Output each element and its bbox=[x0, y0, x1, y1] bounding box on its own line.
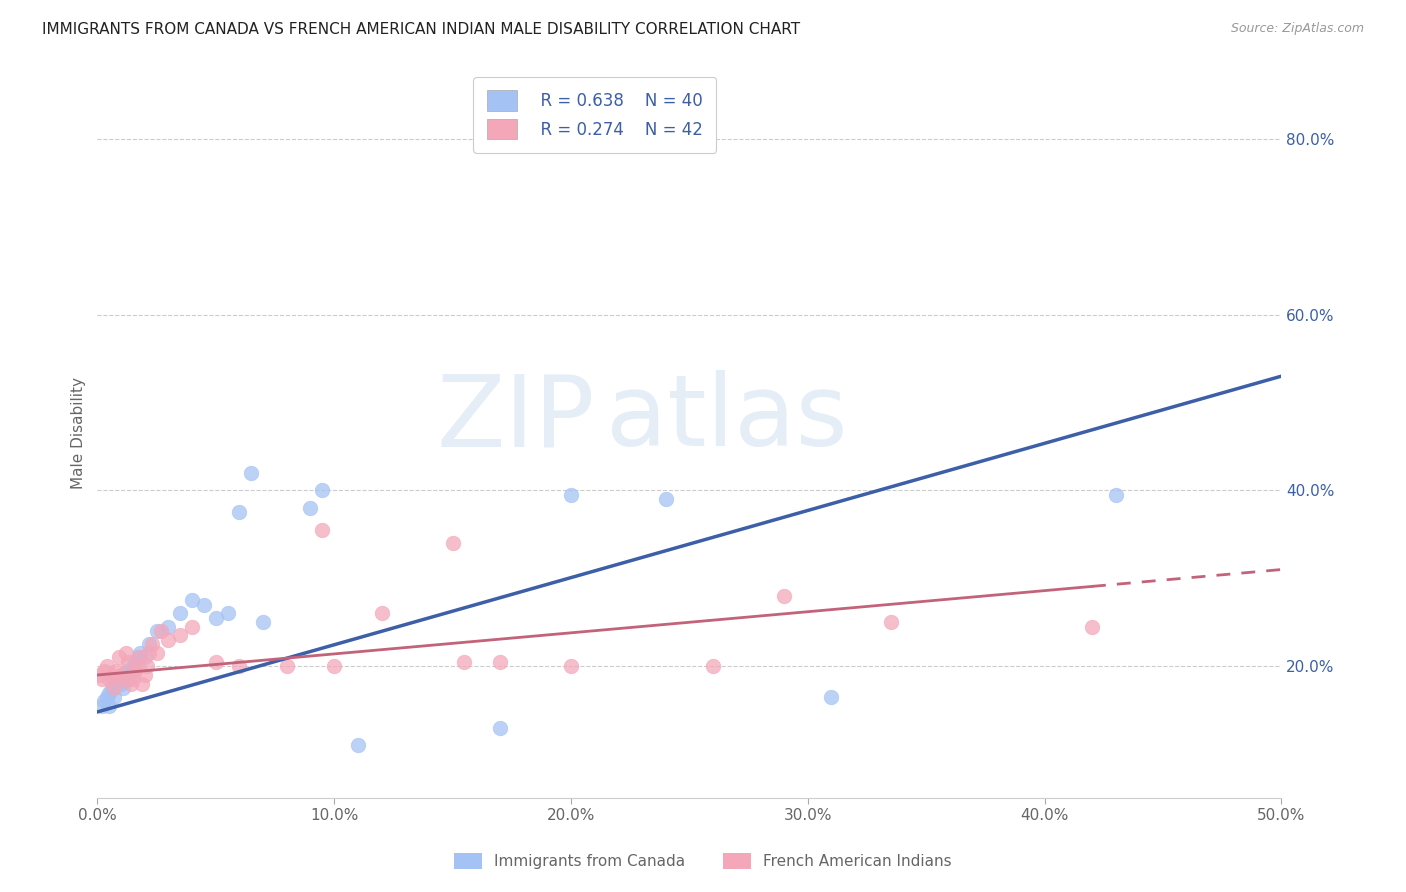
Point bbox=[129, 646, 152, 660]
Text: ZIP: ZIP bbox=[436, 370, 595, 467]
Point bbox=[820, 690, 842, 704]
Point bbox=[323, 659, 346, 673]
Point bbox=[311, 483, 333, 498]
Point bbox=[150, 624, 173, 638]
Point bbox=[103, 673, 125, 687]
Point bbox=[157, 632, 180, 647]
Point bbox=[489, 721, 512, 735]
Legend:   R = 0.638    N = 40,   R = 0.274    N = 42: R = 0.638 N = 40, R = 0.274 N = 42 bbox=[474, 77, 716, 153]
Point bbox=[169, 607, 191, 621]
Point bbox=[138, 646, 160, 660]
Point bbox=[181, 620, 204, 634]
Point bbox=[120, 664, 142, 678]
Point bbox=[107, 650, 129, 665]
Point bbox=[120, 677, 142, 691]
Point bbox=[193, 598, 215, 612]
Point bbox=[98, 698, 121, 713]
Point bbox=[105, 677, 128, 691]
Point bbox=[122, 664, 145, 678]
Point bbox=[107, 673, 129, 687]
Point bbox=[1104, 488, 1126, 502]
Text: atlas: atlas bbox=[606, 370, 848, 467]
Point bbox=[117, 673, 139, 687]
Point bbox=[100, 668, 122, 682]
Point bbox=[131, 677, 153, 691]
Point bbox=[299, 501, 322, 516]
Point bbox=[252, 615, 274, 630]
Point bbox=[96, 659, 118, 673]
Point bbox=[136, 659, 159, 673]
Point bbox=[489, 655, 512, 669]
Point bbox=[1081, 620, 1104, 634]
Point bbox=[112, 673, 135, 687]
Point bbox=[134, 650, 156, 665]
Point bbox=[98, 685, 121, 699]
Point bbox=[91, 673, 114, 687]
Point bbox=[145, 624, 167, 638]
Point bbox=[228, 505, 250, 519]
Point bbox=[91, 698, 114, 713]
Point bbox=[96, 690, 118, 704]
Point bbox=[127, 650, 149, 665]
Point bbox=[879, 615, 901, 630]
Point bbox=[98, 673, 121, 687]
Point bbox=[103, 690, 125, 704]
Point bbox=[122, 659, 145, 673]
Point bbox=[702, 659, 724, 673]
Point bbox=[145, 646, 167, 660]
Point bbox=[122, 673, 145, 687]
Legend: Immigrants from Canada, French American Indians: Immigrants from Canada, French American … bbox=[449, 847, 957, 875]
Point bbox=[560, 488, 582, 502]
Point bbox=[134, 668, 156, 682]
Point bbox=[129, 650, 152, 665]
Point bbox=[204, 611, 226, 625]
Point bbox=[311, 523, 333, 537]
Point bbox=[127, 659, 149, 673]
Point bbox=[453, 655, 475, 669]
Point bbox=[124, 664, 146, 678]
Point bbox=[157, 620, 180, 634]
Point bbox=[112, 681, 135, 696]
Point bbox=[100, 681, 122, 696]
Point bbox=[110, 668, 132, 682]
Point bbox=[181, 593, 204, 607]
Point bbox=[228, 659, 250, 673]
Point bbox=[114, 664, 136, 678]
Point bbox=[117, 655, 139, 669]
Point bbox=[103, 681, 125, 696]
Text: IMMIGRANTS FROM CANADA VS FRENCH AMERICAN INDIAN MALE DISABILITY CORRELATION CHA: IMMIGRANTS FROM CANADA VS FRENCH AMERICA… bbox=[42, 22, 800, 37]
Point bbox=[105, 664, 128, 678]
Point bbox=[93, 664, 115, 678]
Point bbox=[141, 637, 163, 651]
Text: Source: ZipAtlas.com: Source: ZipAtlas.com bbox=[1230, 22, 1364, 36]
Y-axis label: Male Disability: Male Disability bbox=[72, 377, 86, 490]
Point bbox=[93, 694, 115, 708]
Point bbox=[370, 607, 392, 621]
Point bbox=[138, 637, 160, 651]
Point bbox=[560, 659, 582, 673]
Point bbox=[773, 589, 796, 603]
Point bbox=[169, 628, 191, 642]
Point bbox=[204, 655, 226, 669]
Point bbox=[441, 536, 464, 550]
Point bbox=[240, 466, 263, 480]
Point bbox=[110, 677, 132, 691]
Point bbox=[89, 668, 111, 682]
Point bbox=[124, 655, 146, 669]
Point bbox=[114, 646, 136, 660]
Point bbox=[347, 739, 370, 753]
Point bbox=[654, 492, 676, 507]
Point bbox=[276, 659, 298, 673]
Point bbox=[217, 607, 239, 621]
